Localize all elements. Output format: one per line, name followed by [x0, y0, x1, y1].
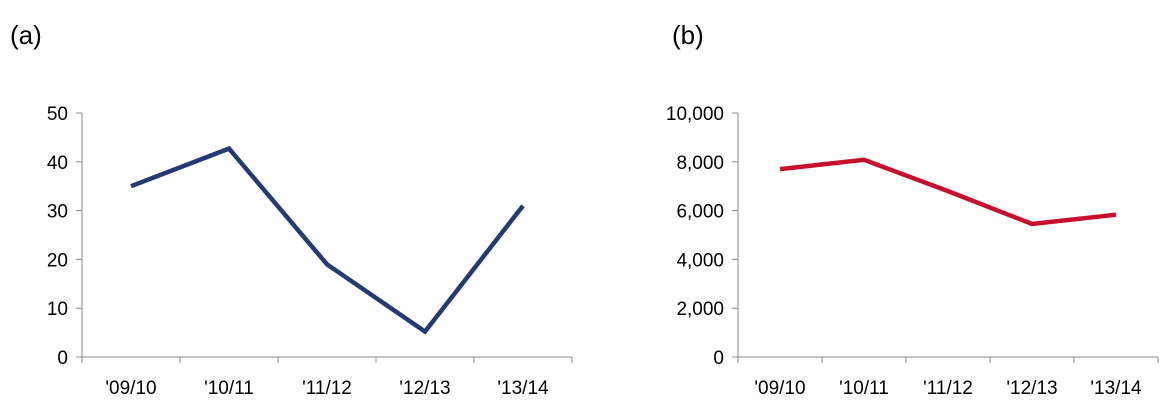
series-line-a	[130, 145, 525, 335]
y-tick-label: 4,000	[676, 250, 724, 271]
y-tick-label: 6,000	[676, 202, 724, 223]
x-tick-label: '10/11	[204, 378, 254, 399]
y-tick-label: 50	[47, 104, 68, 125]
x-tick-label: '11/12	[923, 378, 973, 399]
y-tick-label: 10	[47, 299, 68, 320]
panel-label-a: (a)	[10, 20, 42, 50]
y-tick-label: 30	[47, 202, 68, 223]
plot-area-a: 0 10 20 30 40 50 '09/10 '10/11 '11/12 '12/13 '13/1…	[47, 104, 573, 399]
x-tick-label: '13/14	[497, 378, 549, 399]
x-tick-label: '12/13	[1006, 378, 1057, 399]
x-tick-label: '13/14	[1090, 378, 1142, 399]
y-tick-label: 0	[57, 348, 68, 369]
y-tick-label: 8,000	[676, 153, 724, 174]
y-tick-label: 10,000	[666, 104, 724, 125]
y-tick-label: 2,000	[676, 299, 724, 320]
chart-panel-b: (b) 0 2,000 4,000 6,000 8,000 10,000 '09/10 '10…	[666, 20, 1159, 399]
y-tick-label: 40	[47, 153, 68, 174]
series-line-b	[779, 157, 1117, 227]
x-tick-label: '11/12	[302, 378, 352, 399]
x-tick-label: '10/11	[839, 378, 889, 399]
plot-area-b: 0 2,000 4,000 6,000 8,000 10,000 '09/10 '10/11 '…	[666, 104, 1159, 399]
x-tick-label: '09/10	[105, 378, 156, 399]
chart-panel-a: (a) 0 10 20 30 40 50 '09/10 '10/11 '11/12 '12/13 '…	[10, 20, 573, 399]
panel-label-b: (b)	[672, 20, 704, 50]
x-tick-label: '09/10	[754, 378, 805, 399]
y-tick-label: 0	[713, 348, 724, 369]
y-tick-label: 20	[47, 250, 68, 271]
x-tick-label: '12/13	[399, 378, 450, 399]
